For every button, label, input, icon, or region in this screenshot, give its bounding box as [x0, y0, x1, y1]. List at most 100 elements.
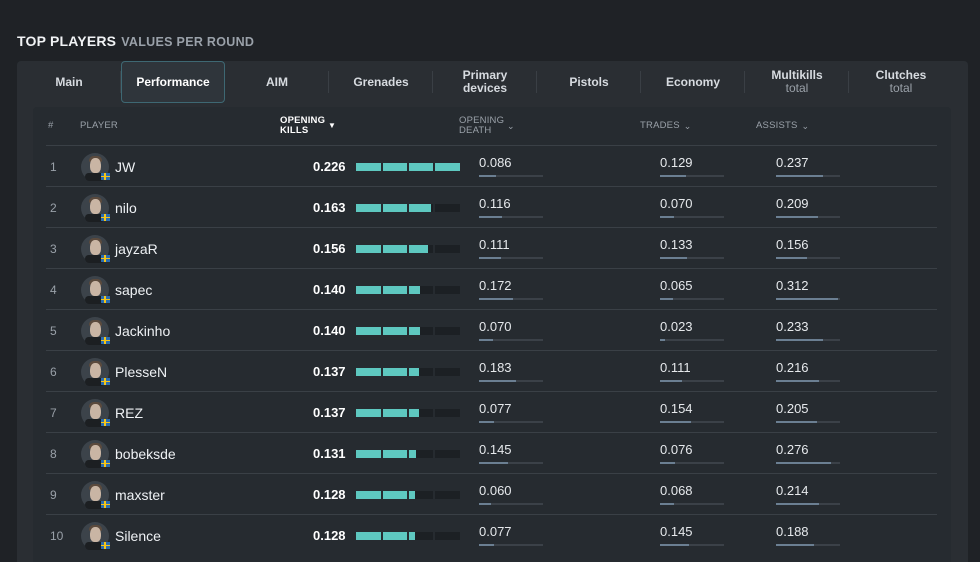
rank-number: 5 — [50, 323, 57, 338]
opening-death-value: 0.060 — [479, 483, 512, 498]
table-row[interactable]: 4 sapec 0.140 0.172 — [46, 268, 937, 309]
player-cell[interactable]: REZ — [81, 392, 143, 433]
player-cell[interactable]: PlesseN — [81, 351, 167, 392]
player-cell[interactable]: Silence — [81, 515, 161, 556]
tab-main[interactable]: Main — [17, 61, 121, 103]
table-row[interactable]: 3 jayzaR 0.156 0.11 — [46, 227, 937, 268]
table-row[interactable]: 9 maxster 0.128 0.0 — [46, 473, 937, 514]
bar-divider — [433, 449, 435, 458]
avatar-face — [90, 526, 101, 542]
bar-fill — [356, 244, 428, 253]
opening-death-value: 0.111 — [479, 237, 510, 252]
player-name[interactable]: jayzaR — [115, 240, 158, 257]
tab-label: Multikills — [771, 68, 823, 82]
avatar-face — [90, 321, 101, 337]
tab-clutches[interactable]: Clutches total — [849, 61, 953, 103]
bar-fill — [660, 298, 673, 300]
tab-performance[interactable]: Performance — [121, 61, 225, 103]
player-name[interactable]: Silence — [115, 527, 161, 544]
player-name[interactable]: REZ — [115, 404, 143, 421]
player-name[interactable]: PlesseN — [115, 363, 168, 380]
avatar-face — [90, 239, 101, 255]
assists-bar — [776, 257, 840, 259]
opening-death-cell: 0.086 — [479, 146, 543, 187]
player-cell[interactable]: sapec — [81, 269, 152, 310]
bar-fill — [356, 285, 420, 294]
col-opening-death-label: OPENING DEATH — [459, 115, 505, 136]
tab-sublabel: total — [889, 81, 913, 95]
player-name[interactable]: sapec — [115, 281, 153, 298]
bar-divider — [433, 490, 435, 499]
player-cell[interactable]: jayzaR — [81, 228, 158, 269]
bar-fill — [479, 462, 508, 464]
table-row[interactable]: 1 JW 0.226 0.086 — [46, 145, 937, 186]
col-opening-death[interactable]: OPENING DEATH ⌄ — [459, 107, 519, 145]
col-opening-kills-label: OPENING KILLS — [280, 115, 326, 136]
trades-value: 0.023 — [660, 319, 693, 334]
tab-grenades[interactable]: Grenades — [329, 61, 433, 103]
trades-bar — [660, 175, 724, 177]
player-cell[interactable]: nilo — [81, 187, 137, 228]
bar-divider — [381, 203, 383, 212]
tab-label: Primary — [462, 68, 508, 82]
player-name[interactable]: JW — [115, 158, 136, 175]
opening-kills-value: 0.137 — [313, 405, 346, 420]
player-cell[interactable]: Jackinho — [81, 310, 170, 351]
tab-aim[interactable]: AIM — [225, 61, 329, 103]
tab-economy[interactable]: Economy — [641, 61, 745, 103]
bar-fill — [356, 326, 420, 335]
player-name[interactable]: Jackinho — [115, 322, 171, 339]
bar-divider — [381, 162, 383, 171]
assists-cell: 0.214 — [776, 474, 840, 515]
bar-fill — [479, 503, 491, 505]
trades-cell: 0.076 — [660, 433, 724, 474]
player-cell[interactable]: JW — [81, 146, 135, 187]
trades-bar — [660, 216, 724, 218]
player-name[interactable]: bobeksde — [115, 445, 176, 462]
bar-fill — [776, 339, 823, 341]
trades-cell: 0.133 — [660, 228, 724, 269]
assists-value: 0.156 — [776, 237, 809, 252]
rank-number: 6 — [50, 364, 57, 379]
tab-pistols[interactable]: Pistols — [537, 61, 641, 103]
table-row[interactable]: 10 Silence 0.128 0. — [46, 514, 937, 555]
avatar — [81, 480, 110, 509]
tab-label: Grenades — [353, 74, 409, 89]
opening-death-bar — [479, 462, 543, 464]
table-row[interactable]: 2 nilo 0.163 0.116 — [46, 186, 937, 227]
trades-cell: 0.145 — [660, 515, 724, 556]
avatar-shirt — [85, 541, 105, 550]
tab-label: Economy — [665, 74, 720, 89]
flag-icon — [101, 254, 110, 262]
trades-value: 0.068 — [660, 483, 693, 498]
flag-icon — [101, 172, 110, 180]
table-row[interactable]: 5 Jackinho 0.140 0. — [46, 309, 937, 350]
segmented-bar — [356, 326, 460, 335]
col-assists[interactable]: ASSISTS ⌄ — [756, 107, 809, 145]
col-opening-kills[interactable]: OPENING KILLS ▼ — [280, 107, 340, 145]
bar-fill — [479, 544, 494, 546]
player-name[interactable]: maxster — [115, 486, 165, 503]
rank-number: 10 — [50, 528, 64, 543]
trades-bar — [660, 380, 724, 382]
player-cell[interactable]: maxster — [81, 474, 165, 515]
table-row[interactable]: 8 bobeksde 0.131 0. — [46, 432, 937, 473]
assists-value: 0.312 — [776, 278, 809, 293]
avatar-shirt — [85, 213, 105, 222]
player-cell[interactable]: bobeksde — [81, 433, 176, 474]
bar-fill — [479, 298, 513, 300]
avatar — [81, 193, 110, 222]
bar-fill — [776, 503, 819, 505]
bar-divider — [381, 367, 383, 376]
table-row[interactable]: 6 PlesseN 0.137 0.1 — [46, 350, 937, 391]
opening-death-cell: 0.070 — [479, 310, 543, 351]
col-trades[interactable]: TRADES ⌄ — [640, 107, 691, 145]
tab-multikills[interactable]: Multikills total — [745, 61, 849, 103]
rank-number: 1 — [50, 159, 57, 174]
tab-primary-devices[interactable]: Primary devices — [433, 61, 537, 103]
avatar-shirt — [85, 254, 105, 263]
player-name[interactable]: nilo — [115, 199, 137, 216]
table-row[interactable]: 7 REZ 0.137 0.077 — [46, 391, 937, 432]
bar-fill — [660, 462, 675, 464]
opening-kills-value: 0.137 — [313, 364, 346, 379]
